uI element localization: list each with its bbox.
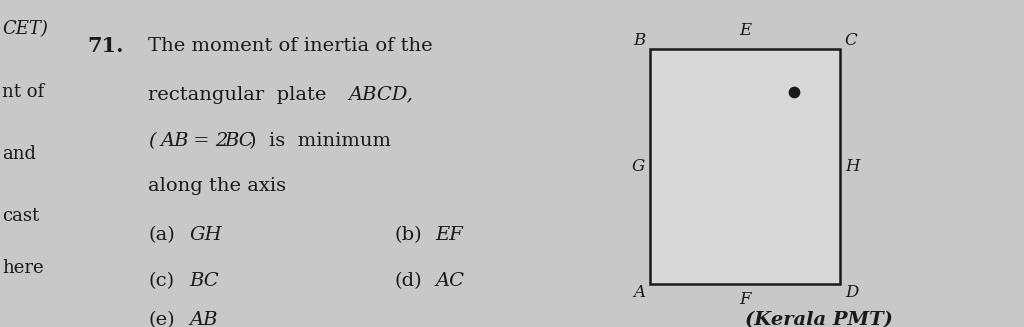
- Text: B: B: [633, 32, 645, 49]
- Text: E: E: [739, 22, 751, 39]
- Bar: [650, 49, 840, 284]
- Text: nt of: nt of: [2, 82, 44, 101]
- Text: BC: BC: [224, 131, 254, 150]
- Text: )  is  minimum: ) is minimum: [249, 131, 391, 150]
- Text: GH: GH: [189, 226, 222, 245]
- Text: ABCD,: ABCD,: [348, 86, 413, 104]
- Text: F: F: [739, 291, 751, 308]
- Text: (c): (c): [148, 272, 175, 290]
- Text: AB: AB: [161, 131, 189, 150]
- Text: D: D: [845, 284, 858, 301]
- Text: G: G: [632, 158, 645, 175]
- Text: = 2: = 2: [187, 131, 228, 150]
- Text: cast: cast: [2, 207, 39, 225]
- Text: EF: EF: [435, 226, 463, 245]
- Text: C: C: [845, 32, 857, 49]
- Text: along the axis: along the axis: [148, 177, 287, 196]
- Text: The moment of inertia of the: The moment of inertia of the: [148, 37, 433, 55]
- Text: (d): (d): [394, 272, 422, 290]
- Text: (b): (b): [394, 226, 422, 245]
- Text: (e): (e): [148, 311, 175, 327]
- Text: 71.: 71.: [87, 36, 124, 56]
- Text: H: H: [845, 158, 859, 175]
- Point: [785, 89, 802, 94]
- Text: (a): (a): [148, 226, 175, 245]
- Text: rectangular  plate: rectangular plate: [148, 86, 333, 104]
- Text: (: (: [148, 131, 156, 150]
- Text: here: here: [2, 259, 44, 277]
- Text: A: A: [633, 284, 645, 301]
- Text: BC: BC: [189, 272, 219, 290]
- Text: AC: AC: [435, 272, 464, 290]
- Text: CET): CET): [2, 20, 48, 39]
- Text: (Kerala PMT): (Kerala PMT): [745, 311, 893, 327]
- Text: and: and: [2, 145, 36, 163]
- Text: AB: AB: [189, 311, 218, 327]
